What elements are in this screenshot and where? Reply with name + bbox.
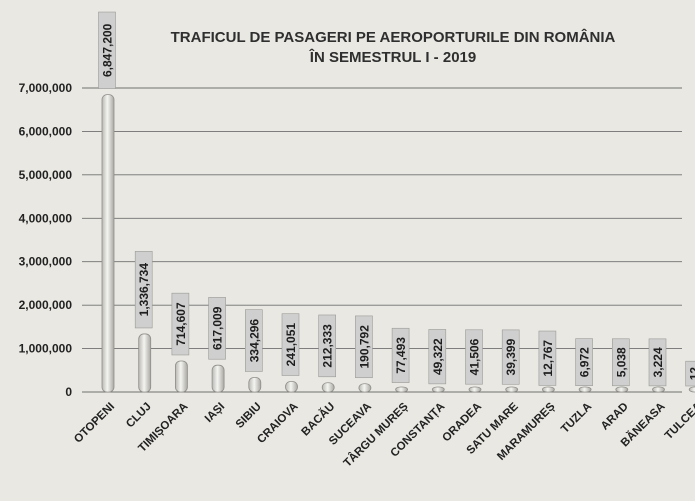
data-label-text: 77,493 — [394, 337, 408, 374]
data-label-box — [538, 330, 557, 386]
data-label-text: 617,009 — [211, 306, 225, 350]
x-tick-label: OTOPENI — [72, 401, 117, 446]
bar — [321, 382, 335, 393]
y-axis: 0 1,000,000 2,000,000 3,000,000 4,000,000 5,0… — [19, 81, 73, 399]
x-tick-label: TULCEA — [663, 401, 695, 442]
data-label-text: 1,336,734 — [137, 263, 151, 317]
bar — [211, 364, 225, 393]
data-label-box — [318, 314, 337, 378]
y-tick-label: 3,000,000 — [19, 255, 73, 269]
bar — [431, 386, 445, 393]
data-label-box — [98, 11, 116, 89]
bar — [358, 383, 372, 393]
bar — [578, 386, 592, 393]
bar — [138, 333, 152, 393]
data-label-box — [501, 329, 520, 385]
data-label-text: 212,333 — [321, 324, 335, 368]
data-label: 5,038 — [611, 338, 630, 387]
data-label-box — [134, 251, 153, 329]
data-label-box — [648, 338, 667, 387]
bar — [505, 386, 519, 393]
data-label-box — [685, 360, 695, 387]
data-label: 12,767 — [538, 330, 557, 386]
data-label: 1,336,734 — [134, 251, 153, 329]
data-label-box — [428, 329, 447, 385]
data-label: 190,792 — [355, 315, 373, 379]
data-label-box — [355, 315, 373, 379]
bar — [688, 386, 695, 393]
data-label-text: 3,224 — [651, 347, 665, 377]
data-label: 212,333 — [318, 314, 337, 378]
data-label-text: 12,767 — [541, 340, 555, 377]
y-tick-label: 4,000,000 — [19, 211, 73, 225]
bars — [101, 94, 695, 393]
data-label-box — [611, 338, 630, 387]
data-label-text: 39,399 — [504, 338, 518, 375]
y-tick-label: 7,000,000 — [19, 81, 73, 95]
data-label-text: 714,607 — [174, 302, 188, 346]
data-label: 77,493 — [391, 327, 410, 383]
data-label: 714,607 — [171, 292, 190, 356]
bar — [542, 386, 555, 393]
data-label: 6,972 — [575, 338, 593, 386]
data-label-box — [245, 309, 263, 372]
bar — [652, 386, 665, 393]
bar — [468, 386, 482, 393]
y-tick-label: 1,000,000 — [19, 342, 73, 356]
data-label: 617,009 — [208, 297, 226, 360]
data-label: 12 — [685, 360, 695, 387]
y-tick-label: 2,000,000 — [19, 298, 73, 312]
y-tick-label: 5,000,000 — [19, 168, 73, 182]
data-labels: 6,847,200 1,336,734 714,607 617,009 334,296 2… — [98, 11, 695, 387]
data-label: 6,847,200 — [98, 11, 116, 89]
chart-title: TRAFICUL DE PASAGERI PE AEROPORTURILE DI… — [171, 28, 616, 46]
data-label-box — [281, 313, 300, 376]
data-label-text: 6,847,200 — [101, 23, 115, 77]
data-label-text: 49,322 — [431, 338, 445, 375]
data-label-text: 334,296 — [247, 319, 261, 363]
bar — [285, 381, 298, 393]
x-tick-label: BACĂU — [299, 400, 338, 439]
bar — [248, 377, 262, 393]
data-label-box — [171, 292, 190, 356]
data-label: 41,506 — [465, 329, 483, 385]
bar — [395, 386, 409, 393]
data-label: 241,051 — [281, 313, 300, 376]
data-label-box — [575, 338, 593, 386]
x-tick-label: SIBIU — [234, 401, 264, 431]
data-label: 49,322 — [428, 329, 447, 385]
chart-subtitle: ÎN SEMESTRUL I - 2019 — [309, 48, 476, 66]
data-label-text: 6,972 — [578, 347, 592, 377]
x-tick-label: ARAD — [599, 401, 631, 433]
x-tick-label: IAȘI — [203, 401, 227, 425]
data-label-box — [465, 329, 483, 385]
data-label-box — [391, 327, 410, 383]
bar — [101, 94, 115, 393]
x-tick-label: TÂRGU MUREȘ — [341, 400, 411, 470]
data-label-text: 241,051 — [284, 323, 298, 367]
data-label-text: 41,506 — [468, 338, 482, 375]
y-tick-label: 0 — [65, 385, 72, 399]
data-label: 3,224 — [648, 338, 667, 387]
bar — [615, 386, 629, 393]
data-label-box — [208, 297, 226, 360]
data-label: 334,296 — [245, 309, 263, 372]
x-tick-label: CLUJ — [124, 401, 154, 431]
data-label: 39,399 — [501, 329, 520, 385]
data-label-text: 190,792 — [357, 325, 371, 369]
bar — [174, 360, 188, 393]
x-tick-label: TUZLA — [559, 401, 594, 436]
data-label-text: 5,038 — [614, 347, 628, 377]
y-tick-label: 6,000,000 — [19, 124, 73, 138]
data-label-text: 12 — [688, 367, 695, 381]
